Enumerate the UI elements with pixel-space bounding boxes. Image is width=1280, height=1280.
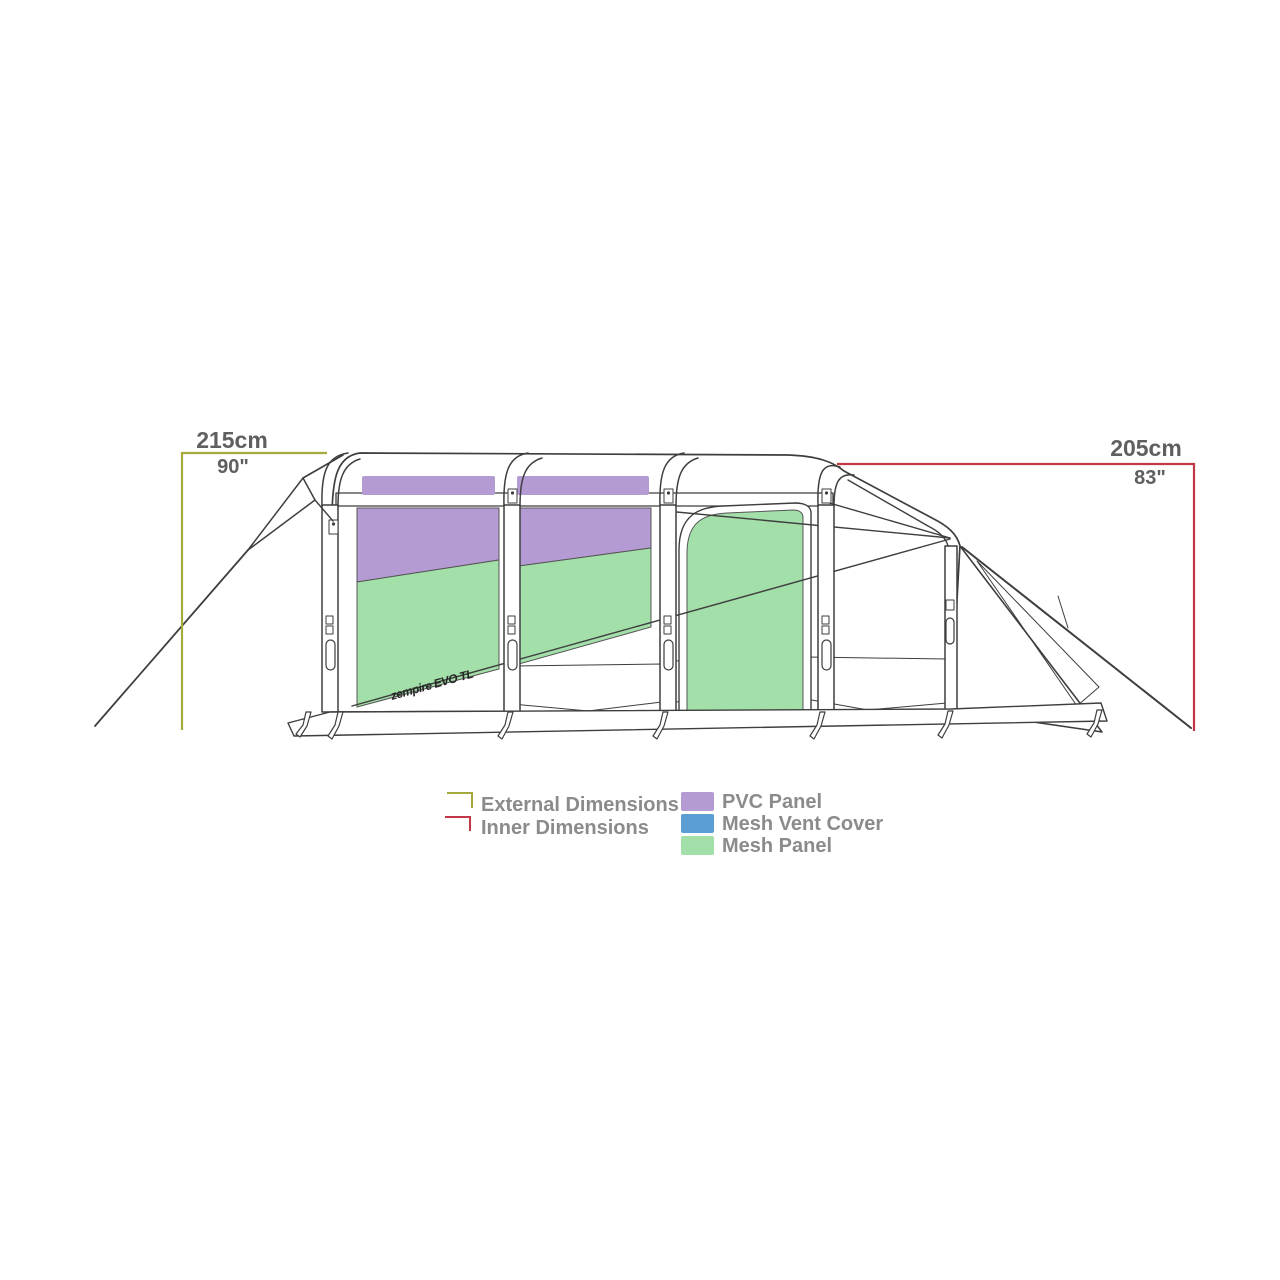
rear-slope-inner-line [847, 479, 949, 547]
legend-pvc-swatch [681, 792, 714, 811]
beam-top-outer [503, 452, 529, 507]
rear-wedge-crease [1057, 595, 1069, 629]
beam-clip [663, 488, 674, 504]
beam-buckle [821, 625, 830, 635]
beam-top-inner [675, 457, 699, 507]
fan-line-mid [665, 510, 951, 539]
window-bay1 [356, 507, 500, 708]
legend-mesh-panel-label: Mesh Panel [722, 835, 832, 857]
dimension-external: 215cm 90" [180, 427, 327, 730]
door-mesh-panel [686, 509, 804, 713]
front-peak-pole [247, 477, 316, 551]
beam-clip-pin [824, 491, 829, 495]
beam-top-outer [321, 452, 349, 507]
beam-buckle [821, 615, 830, 625]
beam-top-inner [337, 458, 361, 507]
beam-clip-pin [666, 491, 671, 495]
peg-strap [809, 711, 826, 740]
front-back-edge [314, 499, 334, 522]
air-beams [321, 452, 958, 713]
pvc-skylight-bay2 [517, 476, 649, 495]
skylight-panels [362, 476, 649, 495]
mesh-vent-rear-wedge [976, 560, 1100, 707]
beam-top-inner [833, 474, 855, 507]
air-beam-2 [503, 452, 543, 713]
peg-strap [1086, 709, 1103, 738]
beam-slot [821, 639, 832, 671]
beam-tube [817, 504, 835, 713]
legend-external-symbol [447, 792, 473, 808]
external-dimension-imperial: 90" [217, 456, 249, 478]
mesh-window-bay1 [356, 559, 500, 708]
external-dimension-metric: 215cm [196, 427, 268, 453]
beam-buckle [507, 615, 516, 625]
beam-clip [507, 488, 518, 504]
legend-external-label: External Dimensions [481, 794, 679, 816]
front-ridge-line [302, 454, 344, 479]
external-dimension-line [180, 451, 327, 730]
air-beam-3 [659, 452, 699, 713]
pole-slot [945, 617, 955, 645]
peg-strap [652, 711, 669, 740]
skirt-band [287, 702, 1108, 737]
beam-buckle [507, 625, 516, 635]
rear-guy-rope [961, 546, 1192, 729]
inner-dimension-metric: 205cm [1110, 435, 1182, 461]
legend-pvc-label: PVC Panel [722, 791, 822, 813]
beam-top-outer [659, 452, 685, 507]
peg-strap [497, 711, 514, 740]
diagonal-seam-line [351, 538, 951, 707]
beam-clip [821, 488, 832, 504]
beam-tube [659, 504, 677, 713]
beam-clip-pin [510, 491, 515, 495]
beam-slot [663, 639, 674, 671]
legend-inner-label: Inner Dimensions [481, 817, 649, 839]
beam-top-outer [817, 464, 841, 507]
legend-mesh-vent-swatch [681, 814, 714, 833]
beam-buckle [325, 625, 334, 635]
air-beam-4 [817, 464, 855, 713]
beam-top-inner [519, 457, 543, 507]
interior-guy-lines [351, 501, 951, 707]
front-guy-assembly [94, 454, 344, 727]
legend: External Dimensions Inner Dimensions PVC… [445, 791, 883, 857]
beam-clip [328, 519, 339, 535]
beam-tube [503, 504, 521, 713]
ground-skirt [287, 702, 1108, 737]
fan-line-upper [825, 501, 951, 539]
dimension-inner: 205cm 83" [837, 435, 1196, 731]
beam-clip-pin [331, 522, 336, 526]
beam-tube [321, 504, 339, 713]
pvc-skylight-bay1 [362, 476, 495, 495]
peg-straps [295, 709, 1103, 740]
door [678, 502, 812, 713]
inner-dimension-line [837, 462, 1196, 731]
legend-inner-symbol [445, 816, 471, 831]
front-guy-rope [94, 549, 249, 727]
beam-slot [507, 639, 518, 671]
beam-buckle [663, 625, 672, 635]
rear-guy-assembly [961, 546, 1192, 729]
rear-pole [944, 545, 958, 711]
legend-mesh-panel-swatch [681, 836, 714, 855]
peg-strap [295, 711, 312, 738]
inner-dimension-imperial: 83" [1134, 467, 1166, 489]
beam-buckle [663, 615, 672, 625]
beam-slot [325, 639, 336, 671]
pole-clip [945, 599, 955, 611]
peg-strap [937, 710, 954, 739]
peg-strap [327, 711, 344, 740]
beam-buckle [325, 615, 334, 625]
legend-mesh-vent-label: Mesh Vent Cover [722, 813, 883, 835]
